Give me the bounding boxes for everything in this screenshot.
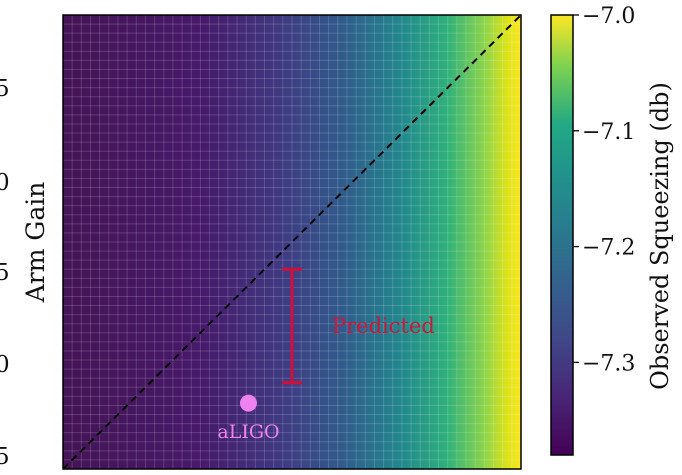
aligo-point: [239, 394, 257, 412]
plot-frame: [62, 14, 522, 470]
y-tick-label: 5: [0, 76, 10, 102]
colorbar-tick-label: −7.2: [582, 236, 635, 261]
y-tick-label: 0: [0, 170, 10, 196]
plot-area: Predicted aLIGO: [62, 14, 522, 470]
colorbar-tick-label: −7.0: [582, 4, 635, 29]
heatmap-field: [63, 15, 521, 469]
y-tick-label: 0: [0, 352, 10, 378]
aligo-label: aLIGO: [217, 421, 279, 443]
y-axis-label: Arm Gain: [21, 182, 50, 304]
colorbar: −7.0 −7.1 −7.2 −7.3: [550, 4, 635, 456]
y-tick-label: 5: [0, 260, 10, 286]
colorbar-tick-label: −7.1: [582, 120, 635, 145]
colorbar-frame: [550, 14, 574, 456]
y-tick-label: 5: [0, 444, 10, 470]
colorbar-label: Observed Squeezing (db): [646, 82, 674, 390]
colorbar-tick-label: −7.3: [582, 351, 635, 376]
y-axis-ticks: 5 0 5 0 5: [0, 76, 10, 470]
colorbar-gradient: [551, 15, 573, 455]
colorbar-ticks: −7.0 −7.1 −7.2 −7.3: [573, 4, 635, 376]
overlays: Predicted aLIGO: [63, 15, 521, 469]
predicted-label: Predicted: [332, 314, 435, 338]
